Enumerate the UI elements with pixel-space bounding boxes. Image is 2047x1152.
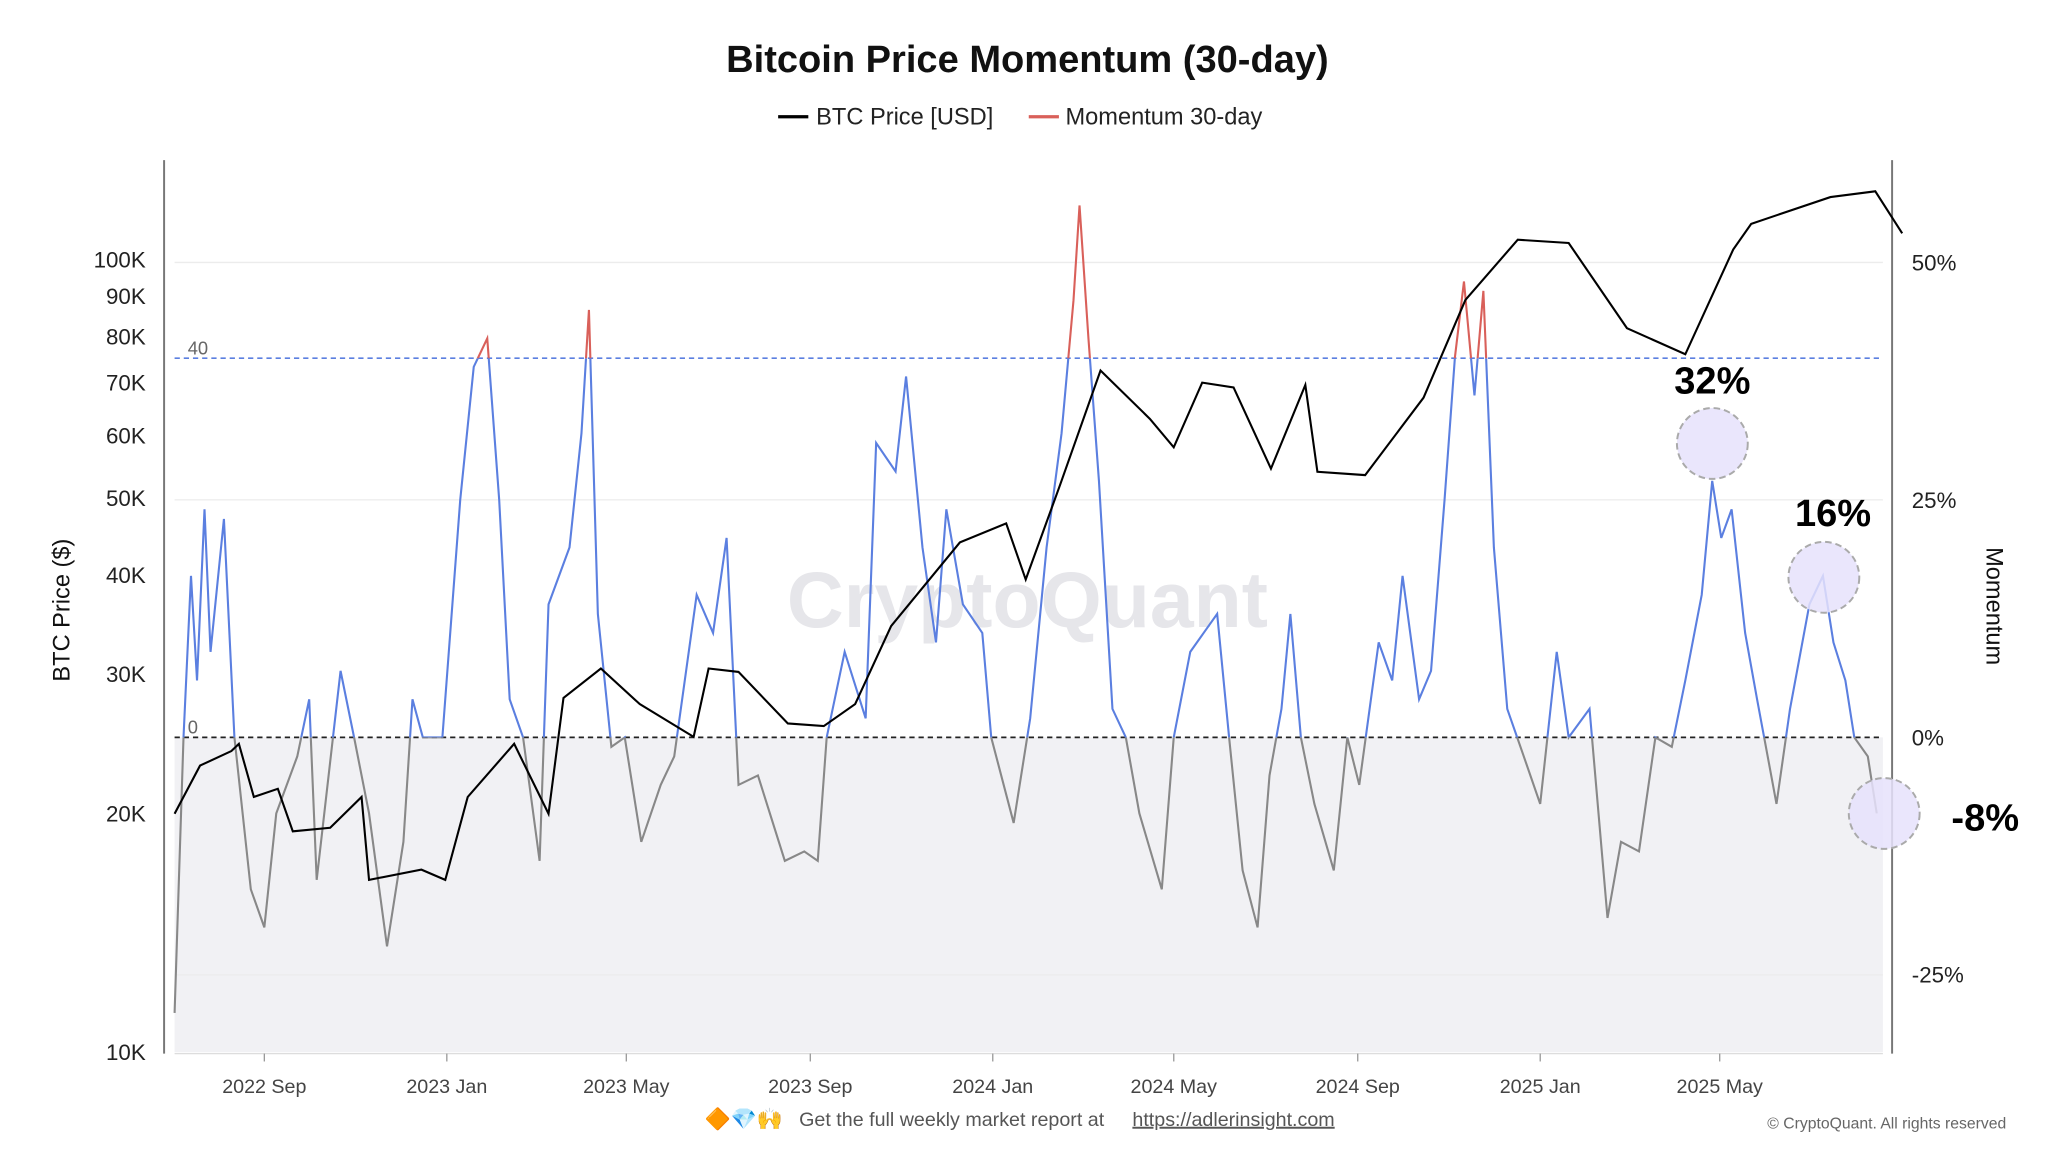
x-tick-label: 2025 Jan (1500, 1076, 1581, 1098)
left-tick-label: 20K (106, 802, 146, 827)
y-axis-label-left: BTC Price ($) (50, 539, 76, 682)
left-tick-label: 30K (106, 662, 146, 687)
watermark: CryptoQuant (787, 556, 1268, 644)
legend-label-momentum: Momentum 30-day (1065, 105, 1262, 131)
data-points (174, 191, 1903, 1013)
right-tick-label: 25% (1912, 488, 1957, 513)
annotation-label-16: 16% (1795, 493, 1871, 535)
annotation-circle-neg8 (1847, 777, 1921, 850)
x-axis-ticks: 2022 Sep 2023 Jan 2023 May 2023 Sep 2024 Jan… (222, 1053, 1764, 1098)
legend: BTC Price [USD] Momentum 30-day (778, 105, 1263, 131)
chart-title: Bitcoin Price Momentum (30-day) (726, 39, 1329, 81)
x-tick-label: 2024 Sep (1316, 1076, 1400, 1098)
left-tick-label: 90K (106, 284, 146, 309)
annotation-label-neg8: -8% (1951, 798, 2019, 840)
x-tick-label: 2025 May (1677, 1076, 1764, 1098)
footer-link[interactable]: https://adlerinsight.com (1132, 1109, 1334, 1131)
footer: 🔶💎🙌 Get the full weekly market report at… (705, 1106, 2007, 1133)
negative-zone (174, 737, 1883, 1053)
annotations: 32% 16% -8% (1674, 361, 2019, 850)
copyright: © CryptoQuant. All rights reserved (1767, 1115, 2006, 1132)
btc-price-series (173, 190, 1904, 882)
left-tick-label: 80K (106, 324, 146, 349)
left-tick-label: 100K (94, 248, 146, 273)
right-axis-ticks: -25% 0% 25% 50% (1912, 250, 1964, 987)
x-tick-label: 2024 May (1131, 1076, 1218, 1098)
right-tick-label: -25% (1912, 963, 1964, 988)
left-tick-label: 40K (106, 563, 146, 588)
momentum-series-below-0 (173, 737, 1878, 1013)
x-tick-label: 2023 Sep (768, 1076, 852, 1098)
left-tick-label: 70K (106, 370, 146, 395)
annotation-circle-32 (1675, 407, 1749, 480)
x-tick-label: 2023 Jan (406, 1076, 487, 1098)
legend-label-btc: BTC Price [USD] (816, 105, 993, 131)
footer-text: Get the full weekly market report at (799, 1109, 1105, 1131)
threshold-label-40: 40 (188, 337, 208, 358)
left-tick-label: 60K (106, 423, 146, 448)
x-tick-label: 2022 Sep (222, 1076, 306, 1098)
x-tick-label: 2023 May (583, 1076, 670, 1098)
left-tick-label: 50K (106, 486, 146, 511)
right-tick-label: 0% (1912, 725, 1944, 750)
annotation-label-32: 32% (1674, 361, 1750, 403)
footer-emojis: 🔶💎🙌 (705, 1106, 783, 1131)
annotation-circle-16 (1787, 540, 1861, 614)
momentum-series-0-to-40 (182, 358, 1856, 738)
y-axis-label-right: Momentum (1981, 547, 2007, 665)
threshold-label-0: 0 (188, 716, 198, 737)
left-axis-ticks: 10K 20K 30K 40K 50K 60K 70K 80K 90K 100K (94, 248, 146, 1065)
left-tick-label: 10K (106, 1040, 146, 1065)
right-tick-label: 50% (1912, 250, 1957, 275)
x-tick-label: 2024 Jan (952, 1076, 1033, 1098)
